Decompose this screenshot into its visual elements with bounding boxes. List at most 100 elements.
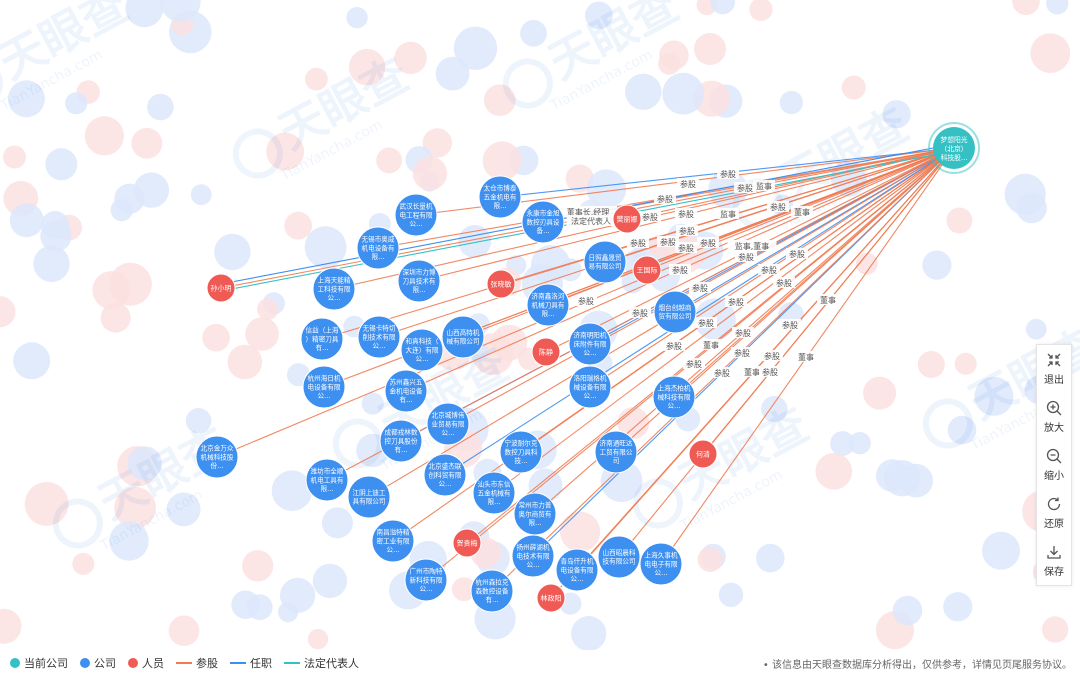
company-node[interactable]: 信益（上海）精密刀具有... <box>300 317 344 361</box>
company-node[interactable]: 杭州森拉克森数控设备有... <box>470 569 514 613</box>
company-node[interactable]: 潍坊市全顺机电工具有限... <box>305 458 349 502</box>
company-node[interactable]: 太仓市博泰五金机电有限... <box>478 175 522 219</box>
company-node[interactable]: 无锡卡特切削技术有限公... <box>357 315 401 359</box>
company-node[interactable]: 杭州海日机电设备有限公... <box>302 365 346 409</box>
legend-legal-rep: 法定代表人 <box>284 655 359 671</box>
node-label: 机电工具有 <box>311 475 344 484</box>
edge-label: 参股 <box>717 168 739 179</box>
center-label: 梦想阳光 <box>940 135 967 144</box>
company-node[interactable]: 上海天能精工科技有限公... <box>312 267 356 311</box>
relation-edge <box>618 147 955 558</box>
person-node[interactable]: 陈静 <box>531 337 561 367</box>
svg-text:参股: 参股 <box>714 368 730 378</box>
company-node[interactable]: 北京盛杰联创科贸有限公... <box>423 453 467 497</box>
legend-label: 人员 <box>142 657 164 670</box>
reset-button[interactable]: 还原 <box>1037 489 1071 537</box>
company-node[interactable]: 洛阳瑞格机械设备有限公... <box>568 365 612 409</box>
node-label: 贺贵梅 <box>457 539 478 548</box>
edge-label: 参股 <box>779 319 801 330</box>
node-label: 潍坊市全顺 <box>311 467 344 476</box>
company-node[interactable]: 青岛仟升机电设备有限公... <box>555 548 599 592</box>
company-node[interactable]: 济南明阳机床附件有限公... <box>568 322 612 366</box>
svg-text:参股: 参股 <box>776 278 792 288</box>
legend-label: 当前公司 <box>24 657 68 670</box>
company-node[interactable]: 北京金万众机械科技股份... <box>195 435 239 479</box>
background-bubble <box>1012 0 1040 15</box>
company-node[interactable]: 上海久事机电电子有限公... <box>639 542 683 586</box>
edge-label: 参股 <box>629 307 651 318</box>
background-bubble <box>394 41 427 75</box>
person-node[interactable]: 孙小明 <box>206 273 236 303</box>
person-node[interactable]: 张晓敏 <box>486 269 516 299</box>
company-node[interactable]: 无锡市奥威机电设备有限... <box>356 226 400 270</box>
disclaimer-note: • 该信息由天眼查数据库分析得出，仅供参考，详情见页尾服务协议。 <box>762 660 1072 671</box>
company-node[interactable]: 武汉长量机电工程有限公... <box>394 193 438 237</box>
company-node[interactable]: 扬州薛湖机电技术有限公... <box>511 534 555 578</box>
center-circle[interactable] <box>933 127 975 169</box>
zoom-out-button[interactable]: 缩小 <box>1037 441 1071 489</box>
background-bubble <box>13 342 51 380</box>
center-company-node[interactable]: 梦想阳光（北京）科技股... <box>928 122 980 174</box>
node-label: 山西高特机 <box>447 328 480 337</box>
background-bubble <box>321 507 353 539</box>
person-node[interactable]: 何清 <box>688 439 718 469</box>
company-node[interactable]: 常州市力普奥尔商贸有限... <box>513 492 557 536</box>
edge-label: 参股 <box>654 193 676 204</box>
person-node[interactable]: 王国际 <box>632 255 662 285</box>
background-bubble <box>190 184 212 206</box>
position-line <box>230 662 246 664</box>
company-node[interactable]: 上海杰柏机械科技有限公... <box>652 375 696 419</box>
company-node[interactable]: 永康市金旭数控刃具设备... <box>521 200 565 244</box>
person-node[interactable]: 林政阳 <box>536 583 566 613</box>
company-node[interactable]: 深圳市力博刀具技术有限... <box>397 259 441 303</box>
exit-button[interactable]: 退出 <box>1037 345 1071 393</box>
person-node[interactable]: 贺贵梅 <box>452 528 482 558</box>
node-label: 南昌溢特精 <box>377 528 410 537</box>
legend-company: 公司 <box>80 655 116 671</box>
person-node[interactable]: 樊丽娜 <box>612 204 642 234</box>
zoom-in-button[interactable]: 放大 <box>1037 393 1071 441</box>
node-label: 有... <box>316 343 329 352</box>
company-node[interactable]: 苏州鑫兴五金机电设备有... <box>384 369 428 413</box>
node-label: 公... <box>416 355 429 363</box>
company-node[interactable]: 济南鑫洛河机械刀具有限... <box>526 283 570 327</box>
background-bubble <box>520 19 547 47</box>
company-node[interactable]: 和真科技（大连）有限公... <box>400 328 444 372</box>
graph-toolbar: 退出 放大 缩小 还原 保存 <box>1036 344 1072 586</box>
node-label: 奥尔商贸有 <box>519 509 552 518</box>
edge-label: 参股 <box>689 282 711 293</box>
node-label: 汕头市东信 <box>478 480 511 489</box>
background-bubble <box>585 1 613 30</box>
node-label: 技有限公司 <box>603 557 636 566</box>
background-bubble <box>974 376 1014 416</box>
company-node[interactable]: 北京城博伟业贸易有限公... <box>426 402 470 446</box>
background-bubble <box>231 590 260 619</box>
node-label: 扬州薛湖机 <box>517 543 550 552</box>
node-label: 北京金万众 <box>201 444 234 453</box>
background-bubble <box>202 323 230 352</box>
node-label: 宁波耐尔克 <box>505 439 538 448</box>
node-label: 日照鑫晟贸 <box>589 253 622 262</box>
background-bubble <box>125 0 164 28</box>
save-button[interactable]: 保存 <box>1037 537 1071 585</box>
company-node[interactable]: 宁波耐尔克数控刀具科技... <box>499 430 543 474</box>
node-label: 具有限公司 <box>353 497 386 506</box>
company-node[interactable]: 广州市陶特新科技有限公... <box>404 558 448 602</box>
node-label: 限... <box>542 309 555 318</box>
legend-current-company: 当前公司 <box>10 655 68 671</box>
company-node[interactable]: 汕头市东信五金机械有限... <box>472 471 516 515</box>
company-node[interactable]: 成都戎林数控刀具股份有... <box>379 419 423 463</box>
company-node[interactable]: 南昌溢特精密工业有限公... <box>371 519 415 563</box>
legend-label: 法定代表人 <box>304 657 359 670</box>
svg-text:参股: 参股 <box>782 320 798 330</box>
background-bubble <box>710 0 736 15</box>
background-bubble <box>954 352 977 375</box>
